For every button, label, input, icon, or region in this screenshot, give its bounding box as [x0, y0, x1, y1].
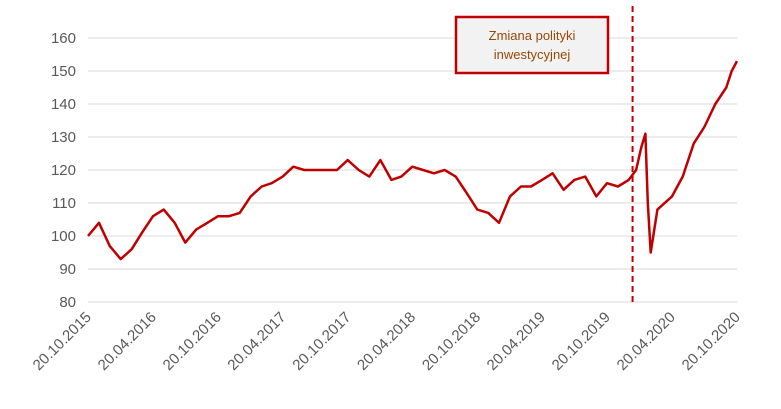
data-line: [87, 60, 739, 261]
x-tick-label: 20.10.2019: [549, 309, 614, 374]
x-tick-label: 20.10.2016: [160, 309, 225, 374]
y-tick-label: 110: [52, 195, 76, 212]
y-tick-label: 150: [51, 63, 76, 80]
x-tick-label: 20.04.2016: [95, 309, 160, 374]
y-tick-label: 130: [51, 129, 76, 146]
x-tick-label: 20.10.2015: [30, 309, 95, 374]
x-tick-label: 20.04.2019: [484, 309, 549, 374]
y-tick-label: 90: [59, 261, 76, 278]
annotation-text: Zmiana polityki: [489, 28, 576, 43]
x-tick-label: 20.04.2018: [354, 309, 419, 374]
x-tick-label: 20.10.2020: [679, 309, 744, 374]
x-tick-label: 20.10.2017: [289, 309, 354, 374]
x-tick-label: 20.10.2018: [419, 309, 484, 374]
annotation-box: [454, 15, 610, 75]
annotation-text: inwestycyjnej: [494, 47, 571, 62]
x-tick-label: 20.04.2020: [614, 309, 679, 374]
y-tick-label: 160: [51, 30, 76, 47]
y-tick-label: 140: [51, 96, 76, 113]
x-tick-label: 20.04.2017: [224, 309, 289, 374]
y-tick-label: 120: [51, 162, 76, 179]
y-tick-label: 100: [51, 228, 76, 245]
y-tick-label: 80: [59, 294, 76, 311]
